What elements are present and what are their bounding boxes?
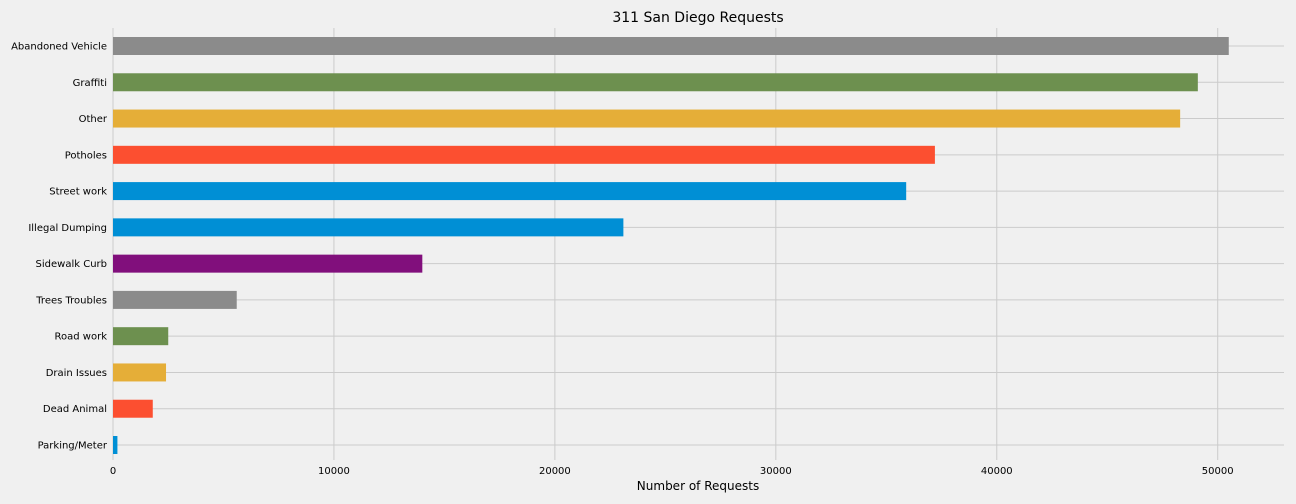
x-tick-label: 50000: [1202, 466, 1234, 477]
bar-potholes: [113, 145, 935, 164]
x-tick-label: 20000: [539, 466, 571, 477]
category-label: Potholes: [65, 150, 107, 161]
category-label: Street work: [49, 187, 107, 198]
category-label: Parking/Meter: [38, 441, 108, 452]
bar-illegal-dumping: [113, 218, 624, 237]
bar-sidewalk-curb: [113, 254, 423, 273]
bar-abandoned-vehicle: [113, 37, 1229, 55]
chart-title: 311 San Diego Requests: [612, 10, 783, 26]
category-label: Sidewalk Curb: [36, 259, 107, 270]
bar-graffiti: [113, 73, 1198, 92]
bar-road-work: [113, 327, 169, 346]
bar-dead-animal: [113, 399, 153, 418]
bar-drain-issues: [113, 363, 167, 382]
category-label: Graffiti: [73, 78, 107, 89]
bar-street-work: [113, 182, 907, 201]
bars: [113, 37, 1229, 454]
category-label: Dead Animal: [43, 404, 107, 415]
x-axis-label: Number of Requests: [637, 479, 759, 493]
grid-lines: [112, 28, 1284, 460]
x-tick-labels: 0 10000 20000 30000 40000 50000: [110, 466, 1234, 477]
x-tick-label: 0: [110, 466, 116, 477]
category-label: Other: [79, 114, 108, 125]
category-labels: Abandoned Vehicle Graffiti Other Potholes St…: [11, 42, 108, 452]
bar-parking-meter: [113, 436, 118, 454]
bar-other: [113, 109, 1181, 128]
category-label: Illegal Dumping: [28, 223, 107, 234]
x-tick-label: 30000: [760, 466, 792, 477]
category-label: Abandoned Vehicle: [11, 42, 107, 53]
category-label: Road work: [55, 332, 108, 343]
category-label: Trees Troubles: [35, 295, 107, 306]
bar-trees-troubles: [113, 290, 237, 309]
category-label: Drain Issues: [46, 368, 107, 379]
x-tick-label: 40000: [981, 466, 1013, 477]
x-tick-label: 10000: [318, 466, 350, 477]
